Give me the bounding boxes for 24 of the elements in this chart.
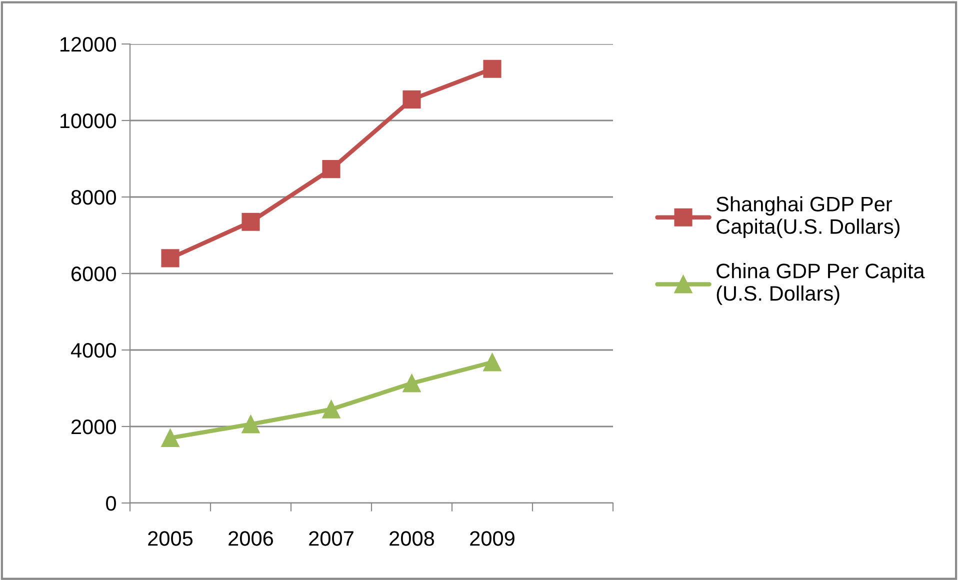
y-tick-label: 0 (106, 496, 116, 511)
legend-label: China GDP Per Capita (U.S. Dollars) (716, 263, 925, 305)
x-tick-label: 2006 (228, 531, 274, 546)
x-tick-label: 2007 (309, 531, 354, 546)
x-tick-label: 2005 (148, 531, 193, 546)
y-tick-label: 10000 (60, 114, 116, 128)
point (161, 428, 180, 448)
y-tick-label: 12000 (60, 37, 116, 52)
legend-label: Shanghai GDP Per Capita(U.S. Dollars) (716, 196, 900, 238)
y-tick-label: 4000 (70, 343, 116, 358)
point (483, 353, 502, 372)
point (242, 415, 260, 434)
point (322, 400, 340, 418)
point (242, 212, 260, 231)
y-tick-label: 8000 (71, 190, 116, 205)
point (402, 374, 421, 392)
y-tick-label: 2000 (72, 420, 116, 434)
point (483, 60, 502, 78)
x-tick-label: 2008 (390, 531, 434, 546)
point (161, 249, 180, 268)
point (402, 90, 421, 108)
point (322, 160, 340, 178)
x-tick-label: 2009 (470, 531, 514, 546)
y-tick-label: 6000 (72, 266, 116, 282)
